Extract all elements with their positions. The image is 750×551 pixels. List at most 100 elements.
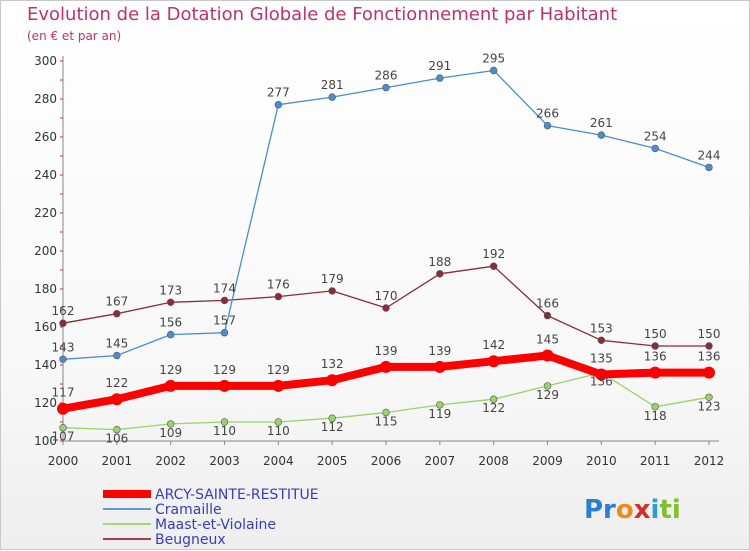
data-labels: 162 167 173 174 176 179 170 188 192 166 153 150 150 1…: [52, 52, 721, 446]
data-label: 174: [213, 281, 236, 295]
axes: 100 120 140 160 180 200 220 240 260 280 300 2000 200…: [34, 54, 724, 468]
x-tick-label: 2007: [425, 454, 456, 468]
data-label: 192: [482, 247, 505, 261]
y-tick-label: 160: [34, 320, 57, 334]
data-point: [328, 414, 336, 422]
data-point: [543, 382, 552, 390]
y-tick-label: 120: [34, 396, 57, 410]
legend-label: Maast-et-Violaine: [155, 517, 276, 533]
data-label: 166: [536, 297, 559, 311]
data-label: 145: [105, 337, 128, 351]
data-point: [110, 393, 123, 406]
chart-subtitle: (en € et par an): [27, 29, 122, 43]
data-point: [487, 355, 500, 368]
x-tick-label: 2003: [209, 454, 240, 468]
data-point: [489, 395, 498, 403]
chart-title: Evolution de la Dotation Globale de Fonc…: [27, 4, 618, 25]
data-label: 277: [267, 86, 290, 100]
data-point: [597, 336, 606, 344]
x-tick-label: 2012: [694, 454, 725, 468]
brand-letter: o: [616, 495, 634, 525]
y-tick-label: 140: [34, 358, 57, 372]
data-point: [543, 121, 552, 130]
data-point: [541, 349, 554, 362]
data-label: 162: [52, 304, 75, 318]
data-label: 136: [590, 375, 613, 389]
data-label: 129: [159, 363, 182, 377]
data-label: 110: [267, 424, 290, 438]
data-point: [57, 402, 69, 415]
x-tick-label: 2006: [371, 454, 402, 468]
y-tick-label: 280: [34, 92, 57, 106]
data-label: 122: [105, 376, 128, 390]
data-point: [436, 74, 444, 82]
data-point: [489, 66, 498, 75]
data-label: 150: [698, 327, 721, 341]
brand-letter: Pr: [584, 495, 616, 525]
y-tick-label: 200: [34, 244, 57, 258]
legend-label: Cramaille: [155, 502, 222, 518]
data-label: 139: [375, 344, 398, 358]
x-tick-label: 2008: [478, 454, 509, 468]
x-tick-label: 2001: [102, 454, 133, 468]
data-point: [382, 83, 390, 92]
data-point: [59, 424, 67, 432]
data-point: [595, 368, 608, 381]
x-tick-label: 2010: [586, 454, 617, 468]
data-label: 150: [644, 327, 667, 341]
data-label: 132: [321, 357, 344, 371]
y-tick-label: 100: [34, 434, 57, 448]
data-point: [380, 360, 392, 373]
data-label: 167: [105, 295, 128, 309]
x-tick-label: 2005: [317, 454, 348, 468]
data-point: [274, 418, 283, 426]
data-label: 153: [590, 321, 613, 335]
data-label: 173: [159, 283, 182, 297]
data-label: 135: [590, 352, 613, 366]
data-point: [59, 355, 67, 363]
data-label: 291: [428, 59, 451, 73]
data-point: [436, 401, 444, 409]
data-label: 261: [590, 116, 613, 130]
data-label: 118: [644, 409, 667, 423]
data-point: [433, 360, 446, 373]
legend: ARCY-SAINTE-RESTITUECramailleMaast-et-Vi…: [103, 487, 319, 548]
brand-logo: Proxiti: [584, 495, 681, 525]
legend-label: ARCY-SAINTE-RESTITUE: [155, 487, 319, 503]
data-point: [220, 296, 229, 305]
data-label: 122: [482, 401, 505, 415]
y-tick-label: 220: [34, 206, 57, 220]
data-label: 136: [698, 350, 721, 364]
data-point: [166, 420, 175, 428]
data-point: [220, 329, 229, 337]
data-label: 129: [536, 388, 559, 402]
legend-label: Beugneux: [155, 532, 226, 548]
data-label: 295: [482, 52, 505, 66]
data-point: [651, 403, 659, 411]
data-label: 117: [52, 386, 75, 400]
data-label: 157: [213, 314, 236, 328]
data-point: [166, 298, 175, 306]
data-point: [328, 287, 336, 295]
data-point: [328, 93, 336, 101]
data-point: [218, 379, 231, 392]
data-label: 112: [321, 420, 344, 434]
data-point: [274, 292, 283, 301]
data-point: [382, 304, 390, 312]
data-label: 106: [105, 432, 128, 446]
y-tick-label: 180: [34, 282, 57, 296]
data-label: 176: [267, 278, 290, 292]
brand-letter: i: [651, 495, 660, 525]
data-label: 286: [375, 69, 398, 83]
data-point: [436, 270, 444, 278]
series-group: [57, 66, 715, 434]
data-label: 139: [428, 344, 451, 358]
data-label: 142: [482, 338, 505, 352]
data-point: [651, 144, 659, 153]
data-point: [703, 366, 715, 379]
data-label: 179: [321, 272, 344, 286]
data-label: 129: [213, 363, 236, 377]
data-label: 119: [428, 407, 451, 421]
